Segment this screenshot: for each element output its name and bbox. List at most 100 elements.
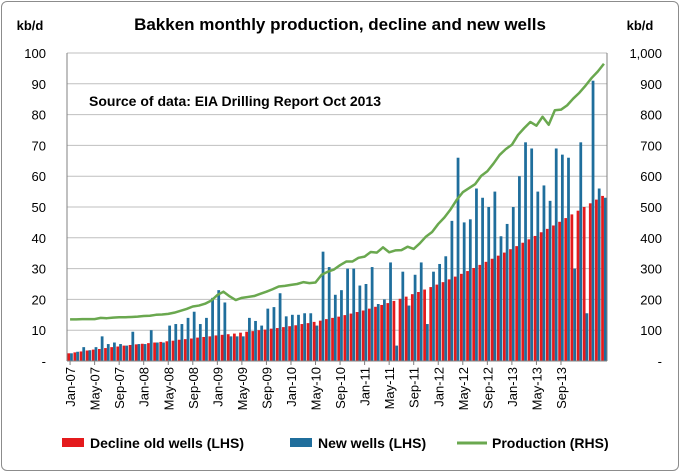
- new-wells-bar: [94, 347, 98, 361]
- decline-bar: [496, 255, 500, 361]
- decline-bar: [447, 279, 451, 361]
- new-wells-bar: [211, 297, 214, 361]
- new-wells-bar: [468, 219, 472, 361]
- decline-bar: [367, 308, 371, 361]
- decline-bar: [349, 313, 353, 361]
- new-wells-bar: [591, 80, 595, 361]
- decline-bar: [453, 276, 457, 361]
- axes: - 10 20 30 40 50 60 70 80 90 100 - 100 200 300 400 500 60…: [24, 46, 662, 410]
- right-tick-label: 800: [640, 108, 662, 123]
- decline-bar: [73, 352, 77, 361]
- decline-bar: [441, 282, 445, 361]
- decline-bar: [380, 304, 384, 361]
- decline-bar: [386, 303, 390, 361]
- decline-bar: [85, 350, 89, 361]
- left-tick-label: 70: [32, 138, 46, 153]
- decline-bar: [539, 232, 543, 361]
- decline-bar: [595, 199, 598, 361]
- new-wells-bar: [131, 331, 135, 361]
- x-tick-label: May-07: [88, 367, 103, 410]
- left-tick-label: -: [42, 354, 46, 369]
- new-wells-bar: [358, 285, 362, 361]
- x-tick-label: Jan-10: [284, 367, 299, 407]
- decline-bar: [509, 249, 512, 361]
- decline-bar: [576, 210, 580, 361]
- decline-bar: [460, 273, 463, 361]
- decline-bar: [232, 333, 236, 361]
- new-wells-bar: [432, 271, 435, 361]
- decline-bar: [343, 315, 347, 361]
- decline-bar: [282, 327, 285, 361]
- decline-bar: [171, 340, 175, 361]
- legend-swatch-new-wells: [290, 438, 312, 447]
- new-wells-bar: [383, 299, 386, 361]
- new-wells-bar: [499, 236, 503, 361]
- decline-bar: [67, 353, 71, 361]
- new-wells-bar: [444, 256, 448, 361]
- decline-bar: [515, 246, 519, 361]
- x-tick-label: May-13: [529, 367, 544, 410]
- new-wells-bar: [155, 342, 159, 361]
- new-wells-bar: [100, 336, 104, 361]
- x-tick-label: May-08: [161, 367, 176, 410]
- new-wells-bar: [597, 188, 601, 361]
- new-wells-bar: [340, 290, 343, 361]
- new-wells-bar: [438, 263, 442, 361]
- left-tick-label: 40: [32, 231, 46, 246]
- new-wells-bar: [229, 336, 233, 361]
- legend-label-production: Production (RHS): [492, 435, 609, 451]
- new-wells-bar: [82, 347, 86, 361]
- source-annotation: Source of data: EIA Drilling Report Oct …: [89, 93, 381, 109]
- new-wells-bar: [297, 314, 300, 361]
- decline-bar: [361, 310, 365, 361]
- new-wells-bar: [321, 251, 325, 361]
- decline-bar: [208, 336, 212, 361]
- left-tick-label: 30: [32, 262, 46, 277]
- decline-bar: [306, 323, 310, 361]
- decline-bar: [502, 252, 506, 361]
- new-wells-bar: [143, 344, 147, 361]
- left-tick-label: 100: [24, 46, 46, 61]
- new-wells-bar: [290, 314, 294, 361]
- decline-bar: [177, 339, 181, 361]
- x-tick-label: May-10: [309, 367, 324, 410]
- new-wells-bar: [462, 222, 466, 361]
- decline-bar: [429, 287, 433, 361]
- new-wells-bar: [309, 313, 313, 361]
- decline-bar: [97, 348, 101, 361]
- new-wells-bar: [254, 320, 257, 361]
- new-wells-bar: [174, 324, 178, 361]
- new-wells-bar: [567, 157, 570, 361]
- right-tick-label: 700: [640, 138, 662, 153]
- x-tick-label: Sep-12: [480, 367, 495, 409]
- decline-bar: [472, 267, 476, 361]
- new-wells-bar: [223, 302, 227, 361]
- new-wells-bar: [260, 325, 264, 361]
- legend: Decline old wells (LHS) New wells (LHS) Pr…: [62, 435, 609, 451]
- x-tick-label: Sep-11: [407, 367, 422, 408]
- new-wells-bar: [149, 330, 153, 361]
- new-wells-bar: [192, 311, 196, 361]
- new-wells-bar: [241, 336, 245, 361]
- decline-bar: [165, 341, 169, 361]
- decline-bar: [374, 306, 377, 361]
- x-tick-label: Jan-07: [63, 367, 78, 407]
- decline-bar: [312, 321, 316, 361]
- new-wells-bar: [88, 350, 92, 361]
- legend-label-new-wells: New wells (LHS): [318, 435, 426, 451]
- x-tick-label: Jan-08: [137, 367, 152, 407]
- x-tick-label: May-11: [382, 367, 397, 409]
- decline-bar: [245, 331, 249, 361]
- decline-bar: [521, 242, 525, 361]
- decline-bar: [196, 337, 199, 361]
- new-wells-bar: [198, 324, 202, 361]
- new-wells-bar: [419, 262, 423, 361]
- new-wells-bar: [585, 313, 589, 361]
- new-wells-bar: [505, 223, 509, 361]
- decline-bar: [220, 334, 224, 361]
- x-tick-label: May-09: [235, 367, 250, 410]
- decline-bar: [558, 221, 561, 361]
- new-wells-bar: [284, 316, 288, 361]
- left-tick-label: 80: [32, 108, 46, 123]
